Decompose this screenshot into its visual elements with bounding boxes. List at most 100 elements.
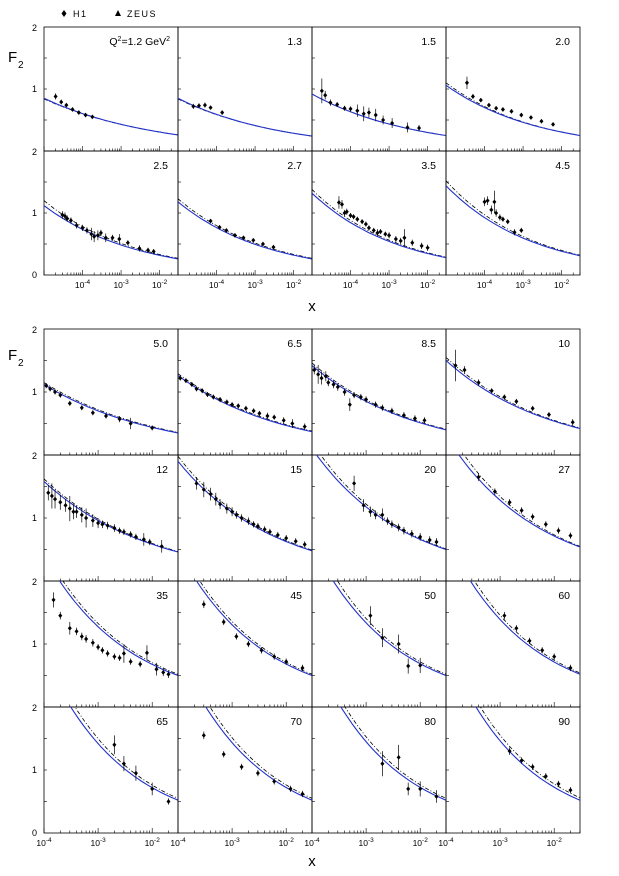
- data-point: [302, 424, 307, 430]
- data-point: [76, 110, 81, 115]
- x-tick-label: 10-2: [554, 279, 570, 290]
- data-point: [380, 635, 385, 641]
- panel-q2-label: 1.3: [287, 36, 302, 48]
- data-point: [154, 666, 159, 672]
- data-point: [556, 528, 561, 534]
- legend: H1 ZEUS: [61, 9, 157, 19]
- data-point: [201, 601, 206, 607]
- panel: 27: [445, 454, 581, 582]
- data-point: [368, 509, 373, 515]
- panel: 3.510-4 10-3 10-2: [311, 150, 447, 290]
- data-point: [543, 521, 548, 527]
- data-point: [62, 213, 67, 219]
- data-point: [239, 515, 244, 521]
- data-point: [530, 405, 535, 411]
- legend-zeus-label: ZEUS: [127, 9, 157, 19]
- data-point: [259, 647, 264, 653]
- data-point: [519, 112, 524, 118]
- data-point: [272, 414, 277, 420]
- data-point: [312, 367, 317, 373]
- data-point: [103, 235, 108, 241]
- data-point: [49, 493, 54, 499]
- x-tick-base: 10: [36, 838, 46, 848]
- data-point: [453, 363, 458, 368]
- data-point: [246, 641, 251, 647]
- data-point: [257, 411, 262, 416]
- data-point: [396, 525, 401, 530]
- data-point: [255, 770, 260, 776]
- data-point: [316, 371, 321, 377]
- data-point: [470, 94, 475, 99]
- data-point: [368, 613, 373, 619]
- data-point: [230, 509, 235, 515]
- panel-q2-label: 1.5: [421, 36, 436, 48]
- data-point: [159, 543, 164, 549]
- data-point: [234, 634, 239, 639]
- fit-curve-dashed: [312, 362, 446, 430]
- fit-curve-dashed: [463, 455, 580, 547]
- fit-curve-dashed: [446, 357, 580, 429]
- x-tick-label: 10-2: [413, 837, 429, 848]
- data-point: [191, 103, 196, 109]
- data-point: [71, 509, 76, 515]
- x-tick-label: 10-3: [224, 837, 240, 848]
- data-point: [485, 198, 490, 203]
- panel-q2-sup: 2: [118, 36, 122, 43]
- panel: 60: [445, 580, 581, 708]
- panel-q2-label: 45: [290, 590, 302, 602]
- data-point: [427, 537, 432, 543]
- x-tick-base: 10: [438, 838, 448, 848]
- data-point: [331, 382, 336, 387]
- y-tick-label: 1: [32, 84, 37, 94]
- x-axis-title-top: x: [308, 298, 316, 315]
- y-axis-title-main: F: [8, 347, 17, 364]
- data-point: [492, 489, 497, 494]
- data-point: [224, 506, 229, 511]
- data-point: [351, 214, 356, 220]
- panel: 8.5: [311, 328, 447, 456]
- data-point: [79, 512, 84, 518]
- data-point: [405, 125, 410, 130]
- x-tick-base: 10: [492, 838, 502, 848]
- data-point: [281, 417, 286, 423]
- data-point: [121, 761, 126, 767]
- x-tick-base: 10: [247, 280, 257, 290]
- data-point: [512, 229, 517, 235]
- fit-curve: [469, 581, 580, 675]
- data-point: [380, 761, 385, 767]
- data-point: [110, 235, 115, 241]
- x-tick-label: 10-3: [492, 837, 508, 848]
- data-point: [500, 107, 505, 112]
- panel: 1.3: [177, 26, 313, 152]
- data-point: [221, 619, 226, 625]
- x-tick-label: 10-4: [438, 837, 454, 848]
- fit-curve: [446, 360, 580, 430]
- x-tick-exponent: -3: [368, 837, 374, 844]
- fit-curve: [332, 581, 446, 677]
- data-point: [84, 636, 89, 642]
- y-tick-label: 2: [32, 703, 37, 713]
- data-point: [121, 529, 126, 535]
- data-point: [133, 534, 138, 540]
- y-axis-title-sub: 2: [18, 358, 24, 369]
- fit-curve-dashed: [44, 382, 178, 433]
- data-point: [65, 216, 70, 221]
- data-point: [271, 244, 276, 250]
- data-point: [509, 108, 514, 114]
- data-point: [464, 80, 469, 86]
- y-tick-label: 0: [32, 828, 37, 838]
- fit-curve: [44, 205, 178, 260]
- data-point: [418, 534, 423, 540]
- data-point: [300, 791, 305, 797]
- data-point: [275, 532, 280, 538]
- data-point: [402, 235, 407, 241]
- data-point: [335, 102, 340, 107]
- data-point: [70, 107, 75, 112]
- x-tick-base: 10: [381, 280, 391, 290]
- data-point: [406, 663, 411, 669]
- data-point: [546, 412, 551, 418]
- data-point: [96, 520, 101, 526]
- y-axis-title-main: F: [8, 49, 17, 66]
